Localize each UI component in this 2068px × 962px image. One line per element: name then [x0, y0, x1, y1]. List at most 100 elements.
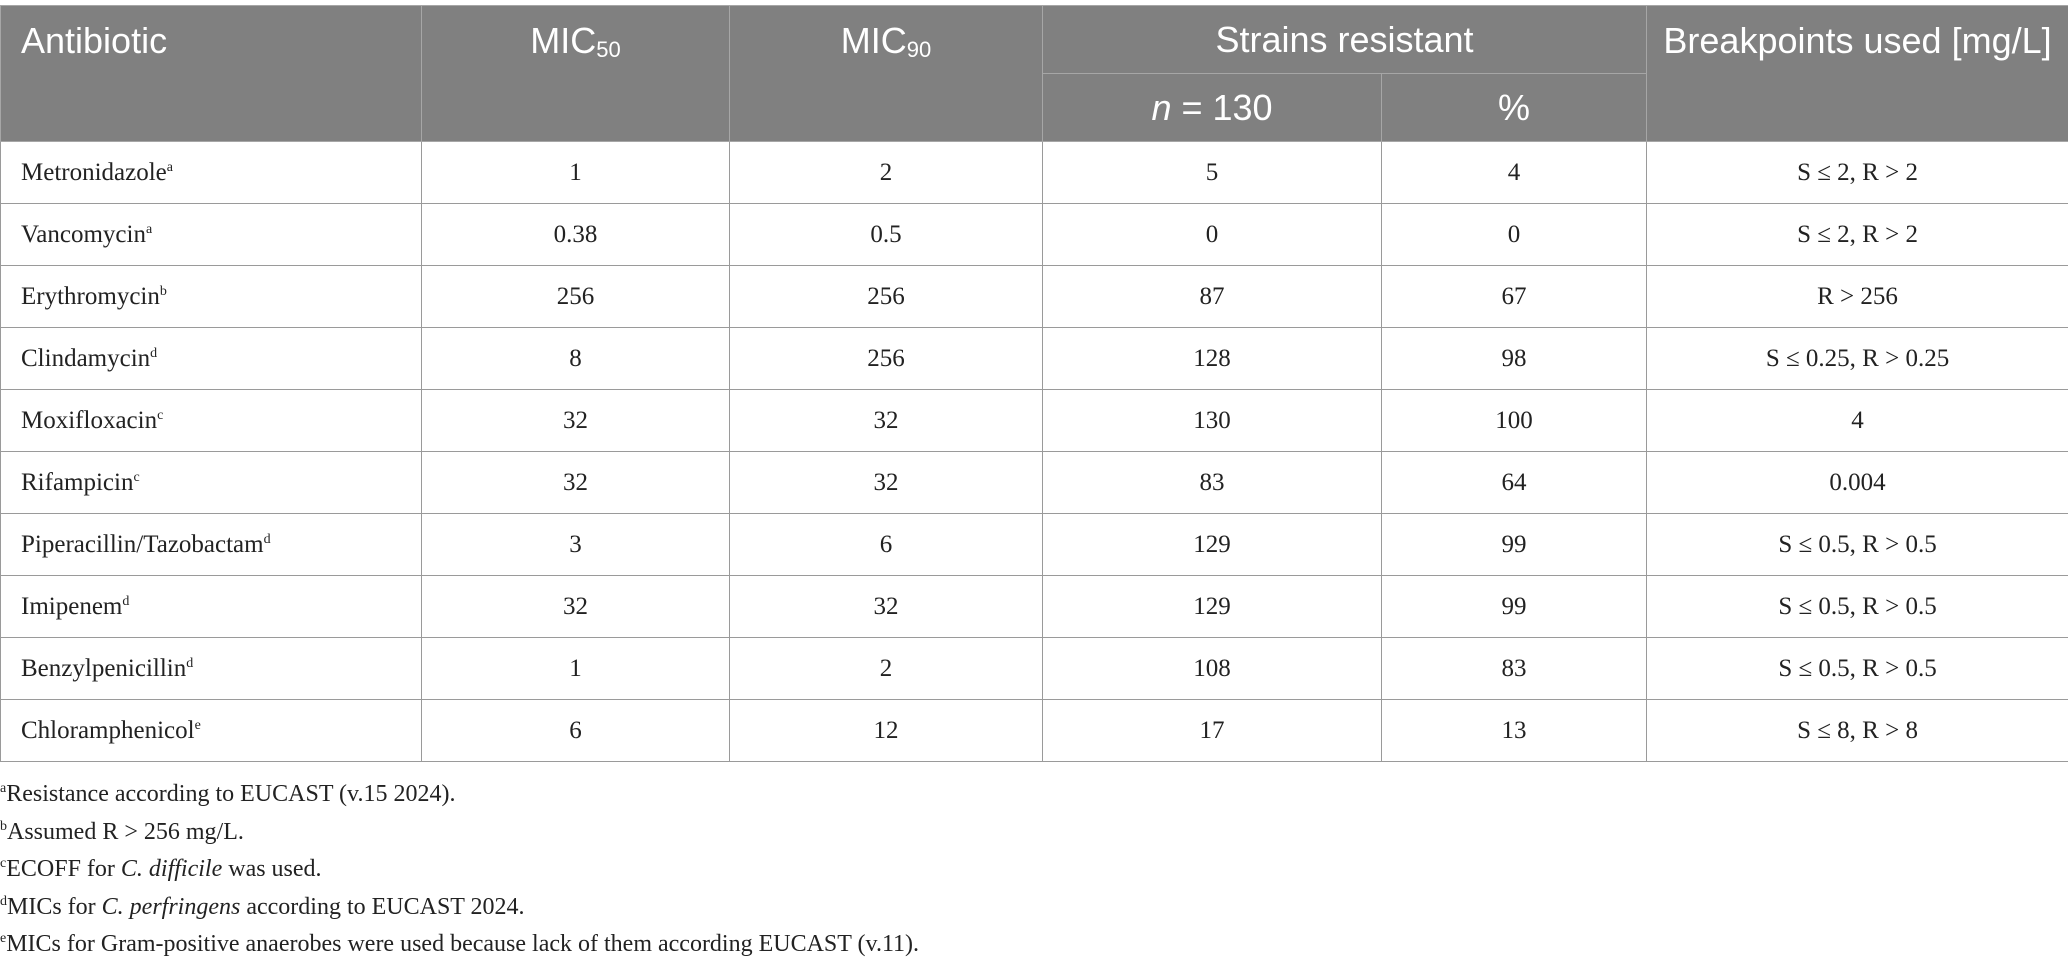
breakpoints-cell: S ≤ 0.25, R > 0.25 — [1646, 327, 2068, 390]
header-variable: n — [1151, 86, 1172, 128]
antibiotic-cell: Erythromycinb — [0, 265, 422, 328]
mic-90-cell: 6 — [729, 513, 1043, 576]
footnote: bAssumed R > 256 mg/L. — [0, 808, 919, 846]
percent-cell: 99 — [1380, 513, 1648, 576]
footnote-mark: d — [263, 531, 271, 547]
antibiotic-cell: Chloramphenicole — [0, 699, 422, 762]
footnote-mark: d — [122, 593, 130, 609]
antibiotic-name: Benzylpenicillin — [21, 654, 187, 682]
n-cell: 87 — [1042, 265, 1382, 328]
footnote-text: Assumed R > 256 mg/L. — [7, 818, 244, 845]
breakpoints-cell: S ≤ 8, R > 8 — [1646, 699, 2068, 762]
footnote-text: Resistance according to EUCAST (v.15 202… — [6, 781, 456, 807]
header-cell: MIC50 — [421, 5, 730, 142]
header-cell: MIC90 — [729, 5, 1043, 142]
footnote-mark: e — [194, 717, 201, 733]
n-cell: 5 — [1042, 141, 1382, 204]
table-row: Moxifloxacinc 32 32 130 100 4 — [0, 389, 2068, 452]
n-cell: 83 — [1042, 451, 1382, 514]
antibiotic-name: Vancomycin — [21, 220, 146, 248]
header-text: MIC — [840, 20, 907, 61]
footnote-text: according to EUCAST 2024. — [240, 893, 525, 920]
percent-cell: 98 — [1380, 327, 1648, 390]
footnote-text: was used. — [222, 856, 322, 882]
mic-90-cell: 256 — [729, 327, 1043, 390]
antibiotic-cell: Rifampicinc — [0, 451, 422, 514]
footnote-text: MICs for Gram-positive anaerobes were us… — [6, 931, 920, 957]
footnote-mark: e — [0, 931, 7, 946]
footnote-text: C. perfringens — [101, 893, 241, 920]
footnote-mark: c — [133, 469, 140, 485]
footnote-mark: c — [0, 856, 7, 871]
header-cell: Breakpoints used [mg/L] — [1646, 5, 2068, 142]
table-row: Imipenemd 32 32 129 99 S ≤ 0.5, R > 0.5 — [0, 575, 2068, 638]
table-header: Antibiotic MIC50 MIC90 Strains resistant… — [0, 5, 2068, 142]
antibiotic-name: Rifampicin — [21, 468, 134, 496]
mic-90-cell: 2 — [729, 141, 1043, 204]
footnotes: aResistance according to EUCAST (v.15 20… — [0, 770, 919, 958]
antibiotic-cell: Moxifloxacinc — [0, 389, 422, 452]
percent-cell: 64 — [1380, 451, 1648, 514]
header-text: % — [1498, 86, 1531, 128]
breakpoints-cell: S ≤ 0.5, R > 0.5 — [1646, 575, 2068, 638]
footnote-mark: d — [0, 893, 7, 909]
breakpoints-cell: S ≤ 2, R > 2 — [1646, 141, 2068, 204]
mic-90-cell: 0.5 — [729, 203, 1043, 266]
header-subscript: 50 — [596, 37, 621, 62]
footnote: aResistance according to EUCAST (v.15 20… — [0, 770, 919, 808]
breakpoints-cell: S ≤ 0.5, R > 0.5 — [1646, 513, 2068, 576]
percent-cell: 67 — [1380, 265, 1648, 328]
header-text: = 130 — [1181, 86, 1273, 128]
mic-90-cell: 32 — [729, 575, 1043, 638]
mic-90-cell: 256 — [729, 265, 1043, 328]
header-text: MIC — [530, 20, 597, 61]
footnote-mark: c — [157, 407, 164, 423]
footnote-mark: b — [159, 283, 167, 299]
header-subscript: 90 — [906, 37, 932, 62]
footnote-mark: d — [186, 655, 194, 671]
n-cell: 17 — [1042, 699, 1382, 762]
header-cell: Antibiotic — [0, 5, 422, 142]
mic-50-cell: 1 — [421, 141, 730, 204]
percent-cell: 99 — [1380, 575, 1648, 638]
table-row: Erythromycinb 256 256 87 67 R > 256 — [0, 265, 2068, 328]
mic-50-cell: 0.38 — [421, 203, 730, 266]
antibiotic-name: Metronidazole — [21, 158, 167, 186]
percent-cell: 100 — [1380, 389, 1648, 452]
header-text: Strains resistant — [1215, 18, 1474, 60]
mic-50-cell: 256 — [421, 265, 730, 328]
footnote-mark: b — [0, 818, 7, 834]
mic-90-cell: 32 — [729, 389, 1043, 452]
table-body: Metronidazolea 1 2 5 4 S ≤ 2, R > 2 Vancomycin… — [0, 141, 2068, 762]
header-cell: % — [1380, 73, 1648, 142]
n-cell: 128 — [1042, 327, 1382, 390]
antibiotic-cell: Piperacillin/Tazobactamd — [0, 513, 422, 576]
table-row: Clindamycind 8 256 128 98 S ≤ 0.25, R > 0.25 — [0, 327, 2068, 390]
mic-50-cell: 32 — [421, 451, 730, 514]
antibiotic-name: Moxifloxacin — [21, 406, 158, 434]
antibiotic-name: Clindamycin — [21, 344, 151, 372]
mic-50-cell: 6 — [421, 699, 730, 762]
footnote: dMICs for C. perfringens according to EU… — [0, 883, 919, 921]
table-row: Vancomycina 0.38 0.5 0 0 S ≤ 2, R > 2 — [0, 203, 2068, 266]
percent-cell: 13 — [1380, 699, 1648, 762]
n-cell: 130 — [1042, 389, 1382, 452]
footnote-mark: a — [166, 159, 173, 175]
footnote-mark: a — [145, 221, 153, 237]
header-cell: Strains resistant — [1041, 5, 1648, 74]
table-row: Chloramphenicole 6 12 17 13 S ≤ 8, R > 8 — [0, 699, 2068, 762]
mic-50-cell: 8 — [421, 327, 730, 390]
antibiotic-cell: Benzylpenicillind — [0, 637, 422, 700]
antibiotic-cell: Metronidazolea — [0, 141, 422, 204]
header-text: Breakpoints used [mg/L] — [1663, 20, 2052, 61]
results-table: Antibiotic MIC50 MIC90 Strains resistant… — [0, 5, 2068, 762]
n-cell: 129 — [1042, 575, 1382, 638]
breakpoints-cell: R > 256 — [1646, 265, 2068, 328]
mic-90-cell: 12 — [729, 699, 1043, 762]
mic-50-cell: 1 — [421, 637, 730, 700]
antibiotic-name: Erythromycin — [21, 282, 160, 310]
antibiotic-name: Piperacillin/Tazobactam — [21, 530, 264, 558]
antibiotic-name: Chloramphenicol — [21, 716, 195, 744]
header-cell: n = 130 — [1042, 73, 1382, 142]
